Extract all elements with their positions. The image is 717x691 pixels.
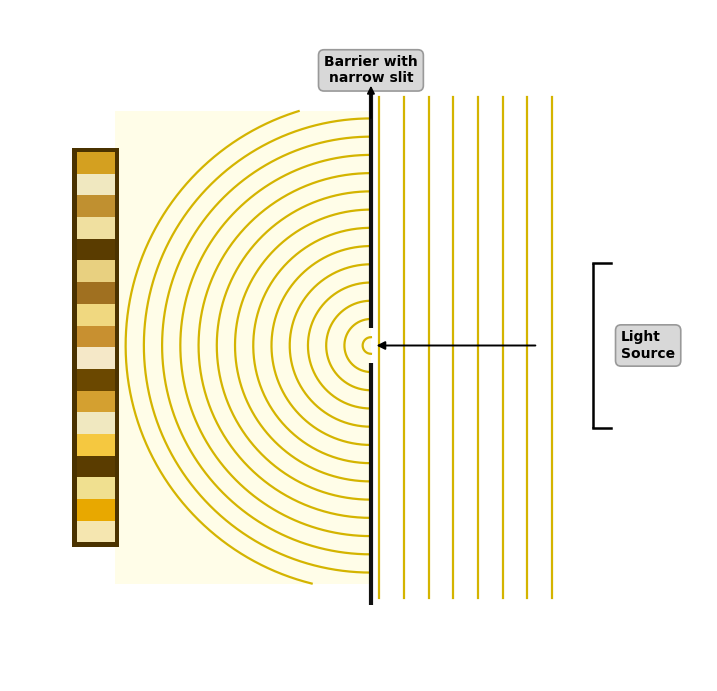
Bar [77,413,115,434]
Bar [77,152,115,173]
Bar [77,347,115,369]
Bar [77,325,115,347]
Bar [77,499,115,521]
Bar [77,261,115,282]
Bar [77,196,115,217]
Bar [115,111,371,584]
Bar [77,477,115,499]
Bar [77,173,115,196]
Bar [77,455,115,477]
Bar [77,521,115,542]
Bar [77,239,115,261]
Bar [77,434,115,455]
Text: Barrier with
narrow slit: Barrier with narrow slit [324,55,418,86]
Bar [77,304,115,325]
Bar [72,148,120,547]
Bar [77,390,115,413]
Bar [77,217,115,239]
Text: Light
Source: Light Source [621,330,675,361]
Bar [77,369,115,390]
Bar [77,282,115,304]
